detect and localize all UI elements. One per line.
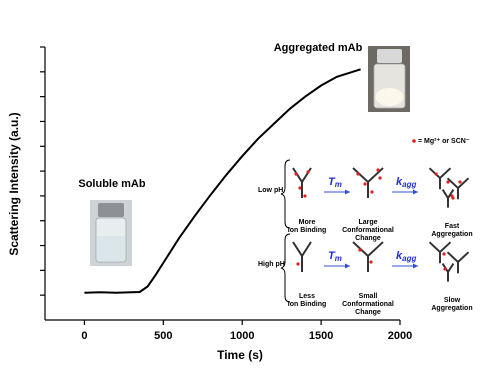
antibody — [428, 241, 452, 264]
condition: Low pH — [258, 187, 283, 194]
change: Change — [355, 235, 381, 242]
change: Change — [355, 309, 381, 316]
subscript: m — [335, 254, 342, 263]
annotation: Soluble mAb — [78, 178, 146, 190]
data-line — [84, 68, 361, 294]
x-tick-label: 1000 — [230, 330, 254, 342]
subscript: m — [335, 180, 342, 189]
ion — [363, 182, 367, 186]
binding: More — [299, 219, 316, 226]
ion — [303, 194, 307, 198]
ion — [294, 172, 298, 176]
rate-label: kagg — [396, 176, 416, 189]
rate-label: Tm — [328, 250, 342, 263]
outcome: Aggregation — [431, 231, 472, 238]
change: Conformational — [342, 227, 394, 234]
subscript: agg — [402, 180, 416, 189]
change: Conformational — [342, 301, 394, 308]
legend-text: = Mg²⁺ or SCN⁻ — [418, 138, 470, 145]
ion — [356, 172, 360, 176]
arrow-head — [413, 189, 418, 195]
antibody — [292, 241, 312, 272]
antibody — [441, 189, 455, 208]
x-axis-label: Time (s) — [217, 348, 263, 362]
symbol: T — [328, 176, 336, 188]
soluble-vial — [90, 200, 132, 266]
ion — [451, 196, 455, 200]
rate-label: Tm — [328, 176, 342, 189]
ion — [298, 186, 302, 190]
symbol: T — [328, 250, 336, 262]
x-tick-label: 0 — [81, 330, 87, 342]
rate-label: kagg — [396, 250, 416, 263]
outcome: Aggregation — [431, 305, 472, 312]
symbol: k — [396, 250, 403, 262]
y-axis-label: Scattering Intensity (a.u.) — [7, 112, 21, 255]
aggregated-vial — [368, 46, 410, 112]
change: Large — [358, 219, 377, 226]
binding: Less — [299, 293, 315, 300]
outcome: Fast — [445, 223, 460, 230]
ion — [296, 262, 300, 266]
arrow-head — [345, 189, 350, 195]
ion — [434, 172, 438, 176]
binding: Ion Binding — [288, 227, 327, 234]
arrow-head — [345, 263, 350, 269]
ion — [370, 190, 374, 194]
x-tick-label: 500 — [154, 330, 172, 342]
ion — [358, 248, 362, 252]
ion — [306, 170, 310, 174]
change: Small — [359, 293, 378, 300]
x-tick-label: 2000 — [388, 330, 412, 342]
outcome: Slow — [444, 297, 461, 304]
brace — [280, 159, 291, 229]
ion — [442, 252, 446, 256]
subscript: agg — [402, 254, 416, 263]
ion — [458, 180, 462, 184]
x-tick-label: 1500 — [309, 330, 333, 342]
annotation: Aggregated mAb — [274, 42, 363, 54]
brace — [280, 233, 291, 303]
ion — [446, 180, 450, 184]
antibody — [441, 263, 455, 282]
antibody — [352, 241, 384, 272]
antibody — [446, 251, 470, 274]
binding: Ion Binding — [288, 301, 327, 308]
antibody — [428, 167, 452, 190]
symbol: k — [396, 176, 403, 188]
arrow-head — [413, 263, 418, 269]
ion — [443, 267, 447, 271]
antibody — [446, 177, 470, 200]
ion — [378, 176, 382, 180]
ion — [376, 168, 380, 172]
ion — [369, 260, 373, 264]
condition: High pH — [258, 261, 285, 268]
